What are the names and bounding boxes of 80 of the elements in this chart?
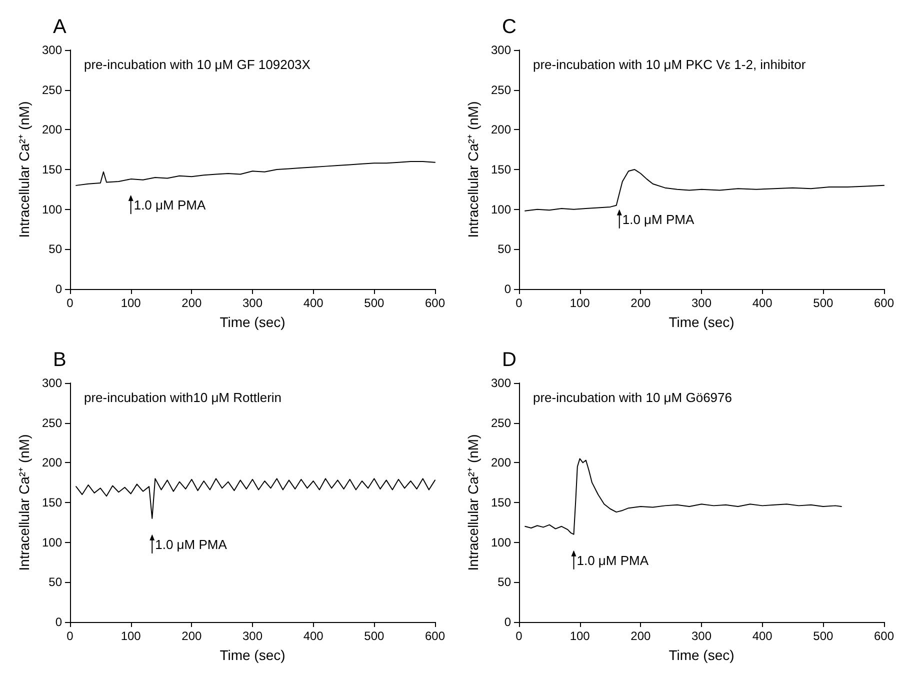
x-tick-label: 600 (874, 296, 894, 310)
y-axis-title: Intracellular Ca²⁺ (nM) (16, 101, 32, 238)
chart-title: C (502, 16, 516, 38)
y-axis-title: Intracellular Ca²⁺ (nM) (465, 434, 482, 571)
annotation: pre-incubation with10 μM Rottlerin (84, 390, 282, 405)
y-tick-label: 100 (490, 202, 512, 216)
line-series (76, 161, 436, 186)
y-tick-label: 150 (490, 162, 512, 176)
x-tick-label: 200 (630, 629, 651, 643)
y-tick-label: 200 (490, 456, 512, 470)
y-tick-label: 200 (490, 122, 512, 137)
x-tick-label: 0 (66, 629, 74, 643)
y-tick-label: 100 (42, 202, 62, 216)
y-tick-label: 200 (42, 122, 62, 137)
y-tick-label: 250 (490, 416, 512, 430)
x-tick-label: 100 (120, 296, 142, 310)
chart-title: D (502, 349, 516, 371)
x-tick-label: 500 (813, 296, 834, 310)
x-tick-label: 600 (424, 629, 446, 643)
x-axis-title: Time (sec) (668, 647, 734, 663)
line-series (524, 169, 884, 212)
y-axis-title: Intracellular Ca²⁺ (nM) (16, 434, 32, 571)
y-tick-label: 50 (48, 242, 62, 256)
y-tick-label: 150 (42, 162, 62, 176)
x-tick-label: 400 (303, 296, 324, 310)
y-tick-label: 50 (498, 242, 512, 256)
y-tick-label: 0 (504, 615, 512, 629)
x-tick-label: 600 (874, 629, 894, 643)
annotation: 1.0 μM PMA (622, 212, 694, 227)
x-tick-label: 100 (120, 629, 142, 643)
y-tick-label: 250 (490, 82, 512, 97)
x-tick-label: 0 (66, 296, 74, 310)
annotation: pre-incubation with 10 μM GF 109203X (84, 57, 311, 72)
x-tick-label: 500 (364, 629, 384, 643)
y-tick-label: 250 (42, 82, 62, 97)
x-tick-label: 500 (364, 296, 384, 310)
x-tick-label: 300 (691, 629, 712, 643)
y-tick-label: 300 (42, 43, 62, 57)
x-tick-label: 100 (570, 629, 590, 643)
x-tick-label: 300 (242, 629, 263, 643)
chart-title: B (53, 349, 66, 371)
y-tick-label: 0 (504, 282, 512, 296)
y-axis-title: Intracellular Ca²⁺ (nM) (465, 101, 482, 238)
x-axis-title: Time (sec) (220, 647, 286, 663)
x-tick-label: 200 (630, 296, 651, 310)
x-tick-label: 0 (516, 296, 523, 310)
annotation: 1.0 μM PMA (155, 536, 228, 552)
y-tick-label: 100 (42, 535, 62, 550)
line-series (76, 478, 436, 519)
x-tick-label: 500 (813, 629, 834, 643)
annotation: pre-incubation with 10 μM Gö6976 (533, 390, 732, 405)
y-tick-label: 200 (42, 456, 62, 470)
y-tick-label: 50 (48, 575, 62, 590)
y-tick-label: 300 (490, 376, 512, 390)
x-axis-title: Time (sec) (668, 314, 734, 330)
x-tick-label: 300 (242, 296, 263, 310)
y-tick-label: 300 (490, 43, 512, 57)
y-tick-label: 0 (55, 282, 62, 296)
x-tick-label: 300 (691, 296, 712, 310)
x-tick-label: 400 (752, 629, 773, 643)
x-tick-label: 0 (516, 629, 523, 643)
y-tick-label: 100 (490, 535, 512, 550)
y-tick-label: 300 (42, 376, 62, 390)
x-tick-label: 200 (182, 629, 202, 643)
annotation: 1.0 μM PMA (576, 552, 649, 568)
x-axis-title: Time (sec) (220, 314, 286, 330)
x-tick-label: 200 (182, 296, 202, 310)
x-tick-label: 400 (752, 296, 773, 310)
y-tick-label: 150 (42, 496, 62, 510)
y-tick-label: 150 (490, 496, 512, 510)
x-tick-label: 600 (424, 296, 446, 310)
x-tick-label: 100 (570, 296, 590, 310)
y-tick-label: 50 (498, 575, 512, 590)
annotation: pre-incubation with 10 μM PKC Vε 1-2, inhibitor (533, 57, 806, 72)
annotation: 1.0 μM PMA (134, 198, 206, 213)
y-tick-label: 0 (55, 615, 62, 629)
line-series (524, 458, 842, 535)
chart-title: A (53, 16, 67, 38)
x-tick-label: 400 (303, 629, 324, 643)
y-tick-label: 250 (42, 416, 62, 430)
